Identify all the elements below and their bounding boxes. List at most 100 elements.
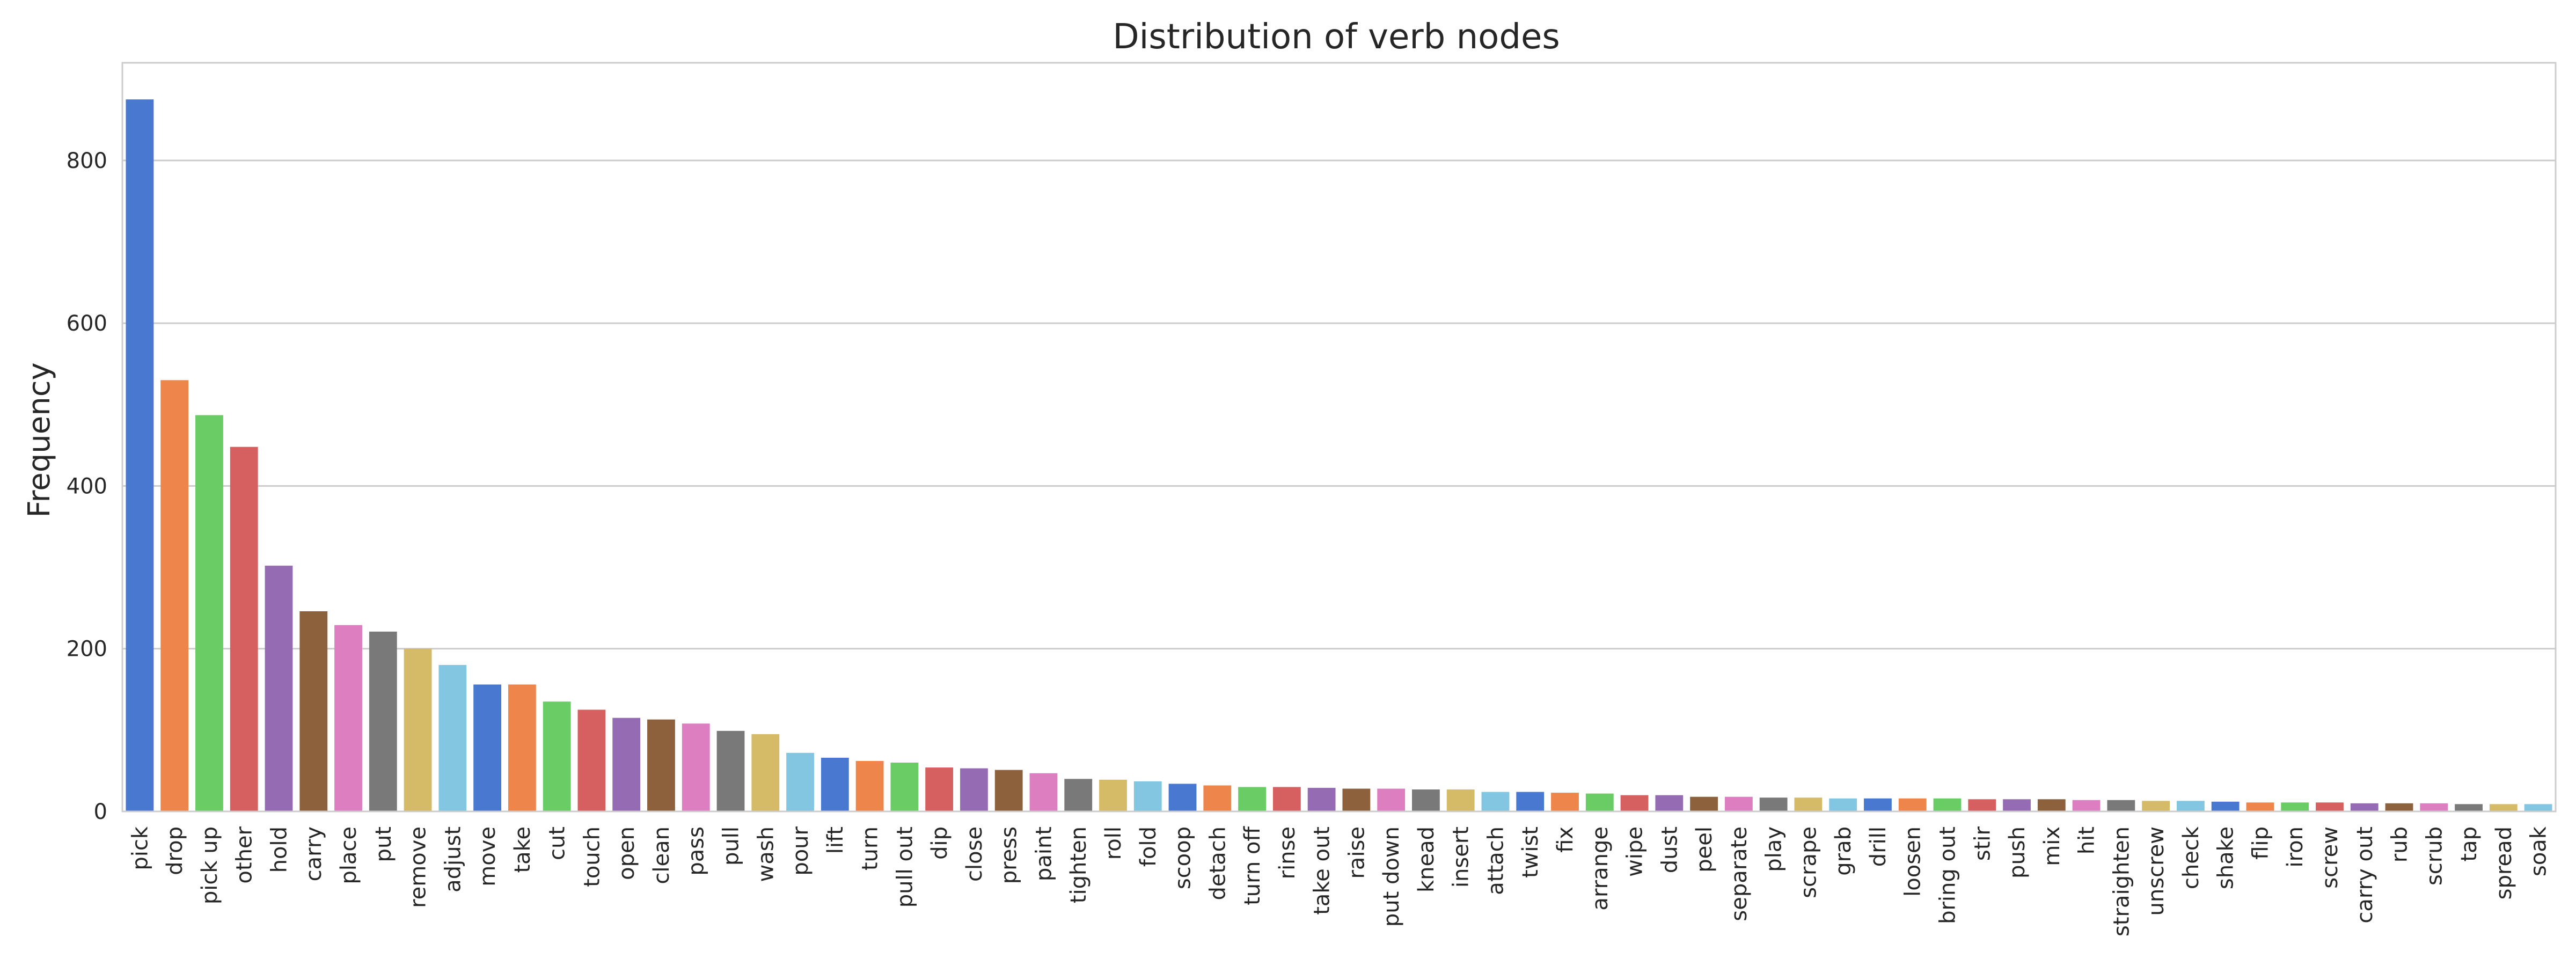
x-tick-label: screw	[2318, 826, 2343, 889]
bar-pick-up	[195, 415, 223, 811]
bar-flip	[2246, 802, 2274, 811]
x-tick-label: twist	[1518, 826, 1543, 878]
bar-twist	[1516, 792, 1545, 811]
x-tick-label: drop	[163, 826, 187, 875]
x-tick-label: mix	[2040, 826, 2065, 866]
x-tick-label: remove	[406, 826, 431, 908]
bar-tap	[2455, 804, 2483, 811]
y-tick-label: 0	[94, 800, 107, 824]
x-tick-label: drill	[1866, 826, 1891, 867]
x-tick-label: rinse	[1275, 826, 1300, 879]
x-tick-label: touch	[580, 826, 604, 887]
x-tick-label: move	[475, 826, 500, 887]
bar-close	[960, 768, 988, 811]
y-tick-label: 800	[67, 149, 107, 173]
bar-iron	[2281, 802, 2309, 811]
bar-shake	[2211, 801, 2240, 811]
x-tick-label: push	[2005, 826, 2030, 879]
bar-move	[473, 684, 502, 811]
x-tick-label: pull out	[892, 826, 917, 908]
chart-title: Distribution of verb nodes	[1113, 17, 1560, 57]
bar-take-out	[1307, 788, 1336, 811]
x-tick-label: separate	[1727, 826, 1752, 921]
x-tick-label: carry out	[2353, 826, 2377, 924]
x-tick-label: unscrew	[2144, 826, 2169, 916]
x-tick-label: wipe	[1623, 826, 1648, 877]
bar-peel	[1690, 796, 1718, 811]
x-tick-label: roll	[1101, 826, 1126, 860]
bar-detach	[1203, 785, 1232, 811]
y-axis-ticks: 0 200 400 600 800	[67, 149, 107, 824]
bar-other	[230, 447, 258, 811]
x-tick-label: paint	[1031, 826, 1056, 881]
x-tick-label: close	[962, 826, 987, 882]
x-tick-label: open	[614, 826, 639, 880]
bar-remove	[404, 648, 432, 811]
x-tick-label: wash	[753, 826, 778, 882]
bar-turn	[855, 760, 884, 811]
bar-dust	[1655, 795, 1684, 811]
x-tick-label: clean	[649, 826, 674, 884]
bar-drop	[160, 380, 189, 811]
bar-cut	[543, 701, 571, 811]
x-tick-label: carry	[302, 826, 326, 881]
bar-scrub	[2420, 803, 2448, 811]
bar-scrape	[1794, 797, 1823, 811]
x-tick-label: scrub	[2422, 826, 2447, 885]
y-tick-label: 600	[67, 311, 107, 336]
bar-lift	[821, 757, 849, 811]
bar-wash	[751, 734, 780, 811]
x-tick-label: play	[1762, 826, 1787, 872]
bar-put	[369, 631, 397, 811]
x-tick-label: detach	[1205, 826, 1230, 901]
bar-grab	[1829, 798, 1857, 811]
bar-stir	[1968, 799, 1996, 811]
bar-put-down	[1377, 788, 1406, 811]
x-tick-label: arrange	[1588, 826, 1613, 911]
bar-hold	[265, 566, 293, 811]
bar-take	[508, 684, 536, 811]
bar-touch	[577, 709, 606, 811]
x-tick-label: stir	[1970, 826, 1995, 861]
x-tick-label: other	[232, 826, 257, 883]
bar-push	[2003, 799, 2031, 811]
y-tick-label: 200	[67, 637, 107, 662]
bar-separate	[1724, 796, 1753, 811]
x-tick-label: loosen	[1901, 826, 1926, 897]
x-tick-label: scoop	[1171, 826, 1196, 889]
y-tick-label: 400	[67, 474, 107, 499]
x-tick-label: dust	[1657, 826, 1682, 873]
x-tick-label: pull	[719, 826, 744, 866]
bar-pour	[786, 752, 814, 811]
x-tick-label: peel	[1692, 826, 1717, 873]
bar-scoop	[1168, 784, 1197, 811]
bar-raise	[1342, 788, 1371, 811]
x-tick-label: place	[336, 826, 361, 884]
bar-unscrew	[2142, 801, 2170, 811]
bar-straighten	[2107, 800, 2135, 811]
bar-carry	[299, 611, 328, 811]
x-tick-label: adjust	[441, 826, 465, 892]
x-tick-label: hit	[2075, 826, 2099, 854]
x-tick-label: pick up	[197, 826, 222, 904]
bar-clean	[647, 719, 675, 811]
bar-insert	[1446, 789, 1475, 811]
bar-screw	[2316, 802, 2344, 811]
x-tick-label: press	[997, 826, 1022, 884]
bar-bring-out	[1933, 798, 1962, 811]
x-tick-label: spread	[2492, 826, 2516, 899]
bar-pick	[126, 99, 154, 812]
bar-press	[994, 770, 1023, 811]
y-axis-label: Frequency	[22, 362, 57, 517]
bar-check	[2176, 801, 2205, 811]
bar-drill	[1864, 798, 1892, 811]
x-tick-label: iron	[2283, 826, 2308, 868]
bar-attach	[1481, 792, 1510, 811]
x-tick-label: knead	[1414, 826, 1439, 892]
bar-spread	[2489, 804, 2518, 811]
x-tick-label: fix	[1553, 826, 1578, 853]
bar-rinse	[1272, 787, 1301, 811]
x-tick-label: turn	[858, 826, 883, 870]
x-tick-label: put	[371, 826, 396, 862]
